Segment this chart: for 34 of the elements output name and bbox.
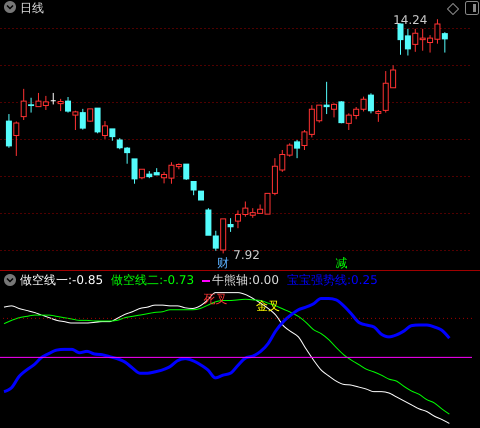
candlestick [50, 92, 56, 105]
candlestick [87, 108, 94, 122]
candlestick [190, 180, 197, 196]
candlestick [65, 96, 72, 114]
candlestick [228, 218, 234, 232]
candlestick [294, 139, 300, 159]
candlestick [324, 81, 330, 115]
candlestick [94, 108, 101, 134]
candlestick [72, 110, 78, 130]
candlestick [442, 32, 448, 54]
candlestick [338, 100, 344, 124]
candlestick [20, 88, 27, 120]
candlestick [212, 230, 219, 252]
candlestick [28, 97, 34, 114]
candlestick [132, 158, 138, 184]
legend-label: 牛熊轴:0.00 [211, 273, 279, 287]
candlestick [368, 92, 374, 114]
candlestick [13, 120, 20, 156]
candlestick [58, 98, 64, 112]
series-label: 做空线二:-0.73 [111, 273, 194, 287]
candlestick [102, 120, 108, 140]
text: 减 [335, 256, 348, 270]
annotation: 7.92 [233, 248, 260, 262]
series-label: 宝宝强势线:0.25 [286, 273, 378, 287]
candlestick [109, 128, 116, 142]
candlestick [183, 164, 190, 181]
series-label: 做空线一:-0.85 [20, 273, 104, 287]
candlestick [80, 108, 86, 130]
text: 财 [217, 256, 230, 270]
candlestick [331, 102, 338, 118]
candlestick [138, 168, 145, 180]
candlestick [375, 109, 382, 122]
annotation: 14.24 [393, 13, 428, 27]
chart-title: 日线 [20, 0, 44, 17]
